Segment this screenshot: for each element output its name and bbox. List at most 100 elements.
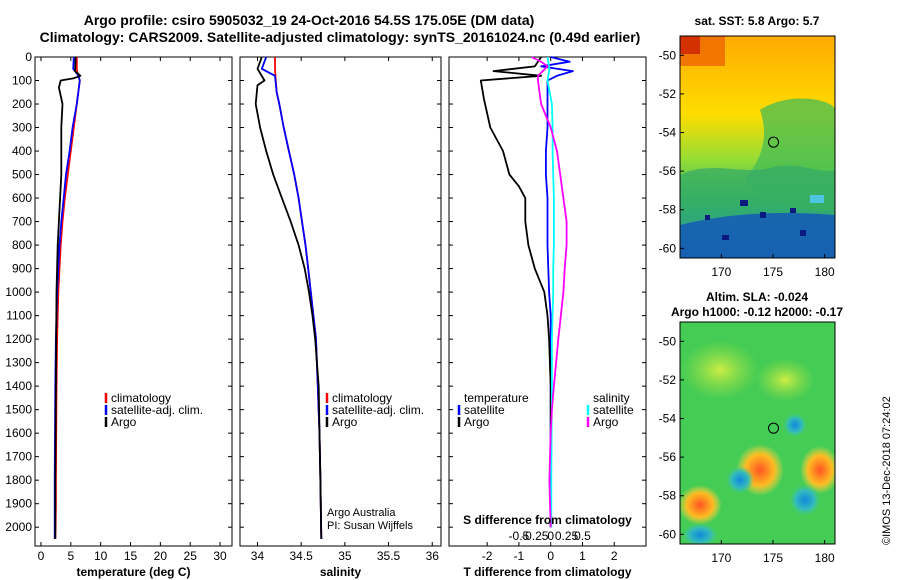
temperature-legend-label: climatology xyxy=(111,391,171,405)
sst-map-ytick-label: -56 xyxy=(659,164,677,178)
salinity-series-argo xyxy=(254,56,323,539)
sla-map-frame xyxy=(679,321,836,545)
temperature-xtick-label: 10 xyxy=(94,549,108,563)
salinity-legend-label: climatology xyxy=(332,391,392,405)
sst-map-ytick-label: -60 xyxy=(659,241,677,255)
temperature-series-argo xyxy=(54,56,82,539)
difference-series-t-argo xyxy=(479,56,552,528)
temperature-panel: 0100200300400500600700800900100011001200… xyxy=(5,50,233,579)
sla-map-ytick-label: -60 xyxy=(659,527,677,541)
sla-map-panel: Altim. SLA: -0.024 Argo h1000: -0.12 h20… xyxy=(659,290,844,565)
difference-legend-salinity-label: satellite xyxy=(593,403,634,417)
sla-map-xtick-label: 180 xyxy=(815,551,835,565)
difference-series-t-satellite xyxy=(540,56,574,528)
s-difference-tick-label: 0.5 xyxy=(574,529,591,543)
sst-map-ytick-label: -52 xyxy=(659,87,677,101)
depth-tick-label: 1300 xyxy=(5,356,32,370)
temperature-xtick-label: 20 xyxy=(154,549,168,563)
temperature-xtick-label: 15 xyxy=(124,549,138,563)
depth-tick-label: 600 xyxy=(12,191,32,205)
s-difference-tick-label: -0.25 xyxy=(521,529,549,543)
salinity-panel: 34 34.5 35 35.5 36 salinity climatologysatelli… xyxy=(239,56,442,579)
s-difference-axis-label: S difference from climatology xyxy=(463,513,632,527)
sla-map-xtick-label: 175 xyxy=(763,551,783,565)
figure-title-line2: Climatology: CARS2009. Satellite-adjuste… xyxy=(40,29,641,45)
depth-tick-label: 0 xyxy=(25,50,32,64)
difference-xtick-label: 2 xyxy=(611,549,618,563)
depth-tick-label: 1200 xyxy=(5,332,32,346)
salinity-legend-label: satellite-adj. clim. xyxy=(332,403,424,417)
salinity-xtick-label: 34.5 xyxy=(289,549,313,563)
depth-tick-label: 300 xyxy=(12,121,32,135)
difference-legend-salinity-label: salinity xyxy=(593,391,630,405)
credit-annotation: Argo Australia xyxy=(327,507,396,519)
depth-tick-label: 100 xyxy=(12,74,32,88)
sla-map-xtick-label: 170 xyxy=(711,551,731,565)
salinity-xtick-label: 35.5 xyxy=(377,549,401,563)
salinity-frame xyxy=(239,56,442,547)
sla-map-ytick-label: -52 xyxy=(659,373,677,387)
temperature-frame xyxy=(34,56,233,547)
sla-map-image xyxy=(680,322,835,544)
depth-tick-label: 1700 xyxy=(5,450,32,464)
depth-tick-label: 400 xyxy=(12,144,32,158)
sla-map-ytick-label: -56 xyxy=(659,450,677,464)
salinity-xtick-label: 34 xyxy=(251,549,265,563)
depth-tick-label: 1900 xyxy=(5,497,32,511)
sla-map-title: Altim. SLA: -0.024 xyxy=(706,290,808,304)
depth-tick-label: 1600 xyxy=(5,426,32,440)
depth-tick-label: 700 xyxy=(12,215,32,229)
sst-map-ytick-label: -50 xyxy=(659,48,677,62)
depth-tick-label: 1100 xyxy=(6,309,32,323)
depth-tick-label: 800 xyxy=(12,238,32,252)
depth-tick-label: 1400 xyxy=(5,379,32,393)
temperature-xtick-label: 5 xyxy=(67,549,74,563)
sla-map-ytick-label: -58 xyxy=(659,489,677,503)
sla-map-ytick-label: -54 xyxy=(659,412,677,426)
sst-map-panel: sat. SST: 5.8 Argo: 5.7 170 175 180 -50 -52 -… xyxy=(659,14,836,279)
salinity-series-satellite-adj-clim- xyxy=(260,56,323,539)
temperature-legend-label: satellite-adj. clim. xyxy=(111,403,203,417)
s-difference-tick-label: -0.5 xyxy=(509,529,530,543)
salinity-xtick-label: 36 xyxy=(426,549,440,563)
salinity-legend-label: Argo xyxy=(332,415,358,429)
difference-xtick-label: 0 xyxy=(547,549,554,563)
sla-map-subtitle: Argo h1000: -0.12 h2000: -0.17 xyxy=(671,305,843,319)
timestamp-credit: ©IMOS 13-Dec-2018 07:24:02 xyxy=(881,396,893,545)
temperature-xtick-label: 25 xyxy=(184,549,198,563)
s-difference-tick-label: 0 xyxy=(547,529,554,543)
sst-float-position-marker xyxy=(768,136,780,148)
sla-map-ytick-label: -50 xyxy=(659,334,677,348)
salinity-xlabel: salinity xyxy=(320,565,362,579)
s-difference-tick-label: 0.25 xyxy=(555,529,579,543)
credit-annotation: PI: Susan Wijffels xyxy=(327,520,413,532)
difference-xtick-label: -2 xyxy=(482,549,493,563)
difference-series-s-satellite xyxy=(546,56,555,528)
difference-xlabel: T difference from climatology xyxy=(463,565,631,579)
difference-legend-temperature-label: satellite xyxy=(464,403,505,417)
difference-legend-temperature-label: temperature xyxy=(464,391,529,405)
difference-legend-salinity-label: Argo xyxy=(593,415,619,429)
depth-tick-label: 1800 xyxy=(5,473,32,487)
salinity-series-climatology xyxy=(274,57,323,539)
temperature-legend-label: Argo xyxy=(111,415,137,429)
depth-tick-label: 500 xyxy=(12,168,32,182)
difference-xtick-label: -1 xyxy=(514,549,525,563)
sst-map-ytick-label: -54 xyxy=(659,126,677,140)
sst-map-xtick-label: 170 xyxy=(711,265,731,279)
temperature-xtick-label: 0 xyxy=(38,549,45,563)
temperature-xlabel: temperature (deg C) xyxy=(76,565,190,579)
salinity-xtick-label: 35 xyxy=(338,549,352,563)
depth-tick-label: 2000 xyxy=(5,520,32,534)
difference-panel: -2 -1 0 1 2 T difference from climatology temp… xyxy=(448,56,647,579)
difference-xtick-label: 1 xyxy=(579,549,586,563)
depth-tick-label: 200 xyxy=(12,97,32,111)
sst-map-title: sat. SST: 5.8 Argo: 5.7 xyxy=(695,14,820,28)
difference-legend-temperature-label: Argo xyxy=(464,415,490,429)
sst-map-ytick-label: -58 xyxy=(659,203,677,217)
figure-title-line1: Argo profile: csiro 5905032_19 24-Oct-20… xyxy=(84,12,535,28)
sst-map-frame xyxy=(679,35,836,259)
depth-tick-label: 1000 xyxy=(5,285,32,299)
sst-map-xtick-label: 180 xyxy=(815,265,835,279)
